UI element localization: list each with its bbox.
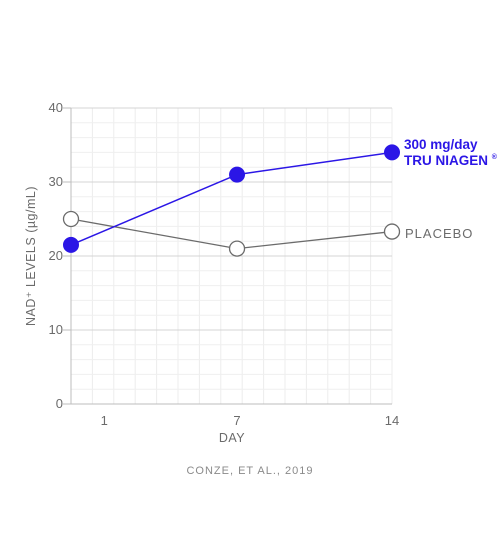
series-label-placebo: PLACEBO (405, 226, 473, 241)
data-point (383, 223, 401, 240)
x-tick-label: 7 (233, 413, 240, 428)
y-tick-label: 30 (49, 174, 63, 189)
series-label-tru-niagen: 300 mg/day TRU NIAGEN ® (404, 137, 498, 168)
data-point (228, 240, 246, 257)
x-tick-label: 1 (101, 413, 108, 428)
x-axis-title: DAY (219, 431, 245, 445)
y-tick-label: 10 (49, 322, 63, 337)
x-tick-label: 14 (385, 413, 399, 428)
axes: 0 10 20 30 40 1 7 14 (49, 100, 400, 428)
series (62, 144, 401, 257)
data-point (62, 210, 80, 228)
series-label-tru-line2: TRU NIAGEN (404, 153, 488, 168)
y-tick-label: 40 (49, 100, 63, 115)
registered-mark: ® (492, 153, 498, 161)
y-tick-label: 0 (56, 396, 63, 411)
data-point (63, 236, 79, 253)
grid (70, 107, 393, 405)
y-axis-title: NAD⁺ LEVELS (µg/mL) (24, 186, 38, 326)
data-point (384, 144, 400, 161)
series-label-tru-line1: 300 mg/day (404, 137, 478, 152)
data-point (229, 166, 246, 183)
series-line (70, 151, 393, 246)
y-tick-label: 20 (49, 248, 63, 263)
source-citation: CONZE, ET AL., 2019 (186, 465, 313, 477)
